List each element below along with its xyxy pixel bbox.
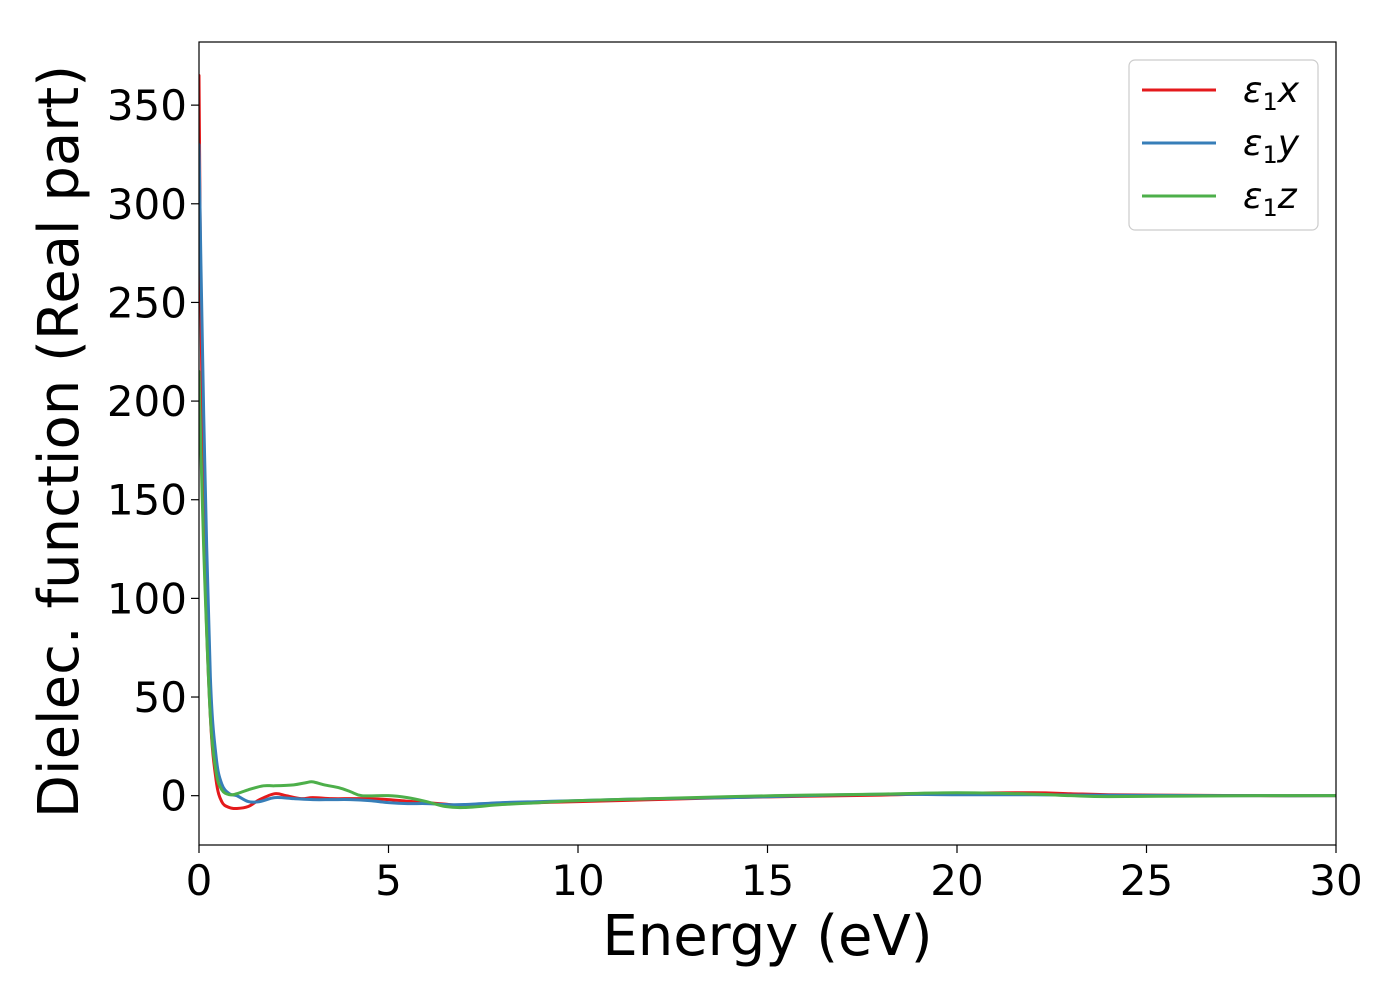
series-line-z (199, 369, 1336, 810)
y-tick-label: 0 (160, 772, 187, 821)
series-line-y (199, 143, 1336, 807)
x-tick-label: 10 (551, 856, 604, 905)
y-tick-label: 150 (107, 476, 187, 525)
x-tick-label: 30 (1309, 856, 1362, 905)
legend: ε1x ε1y ε1z (1128, 59, 1319, 231)
x-tick-label: 20 (930, 856, 983, 905)
legend-entry-y: ε1y (1243, 123, 1300, 169)
x-tick-label: 15 (741, 856, 794, 905)
y-axis-label: Dielec. function (Real part) (27, 65, 92, 818)
y-tick-label: 300 (107, 180, 187, 229)
y-tick-label: 250 (107, 278, 187, 327)
legend-entry-z: ε1z (1243, 176, 1298, 222)
legend-box (1128, 59, 1319, 231)
y-tick-label: 50 (134, 673, 187, 722)
x-tick-label: 5 (375, 856, 402, 905)
x-tick-label: 0 (186, 856, 213, 905)
series-lines (199, 74, 1336, 811)
y-tick-label: 350 (107, 81, 187, 130)
y-tick-label: 100 (107, 574, 187, 623)
x-axis-label: Energy (eV) (602, 904, 932, 969)
y-tick-label: 200 (107, 377, 187, 426)
x-tick-label: 25 (1120, 856, 1173, 905)
legend-entry-x: ε1x (1243, 70, 1300, 116)
